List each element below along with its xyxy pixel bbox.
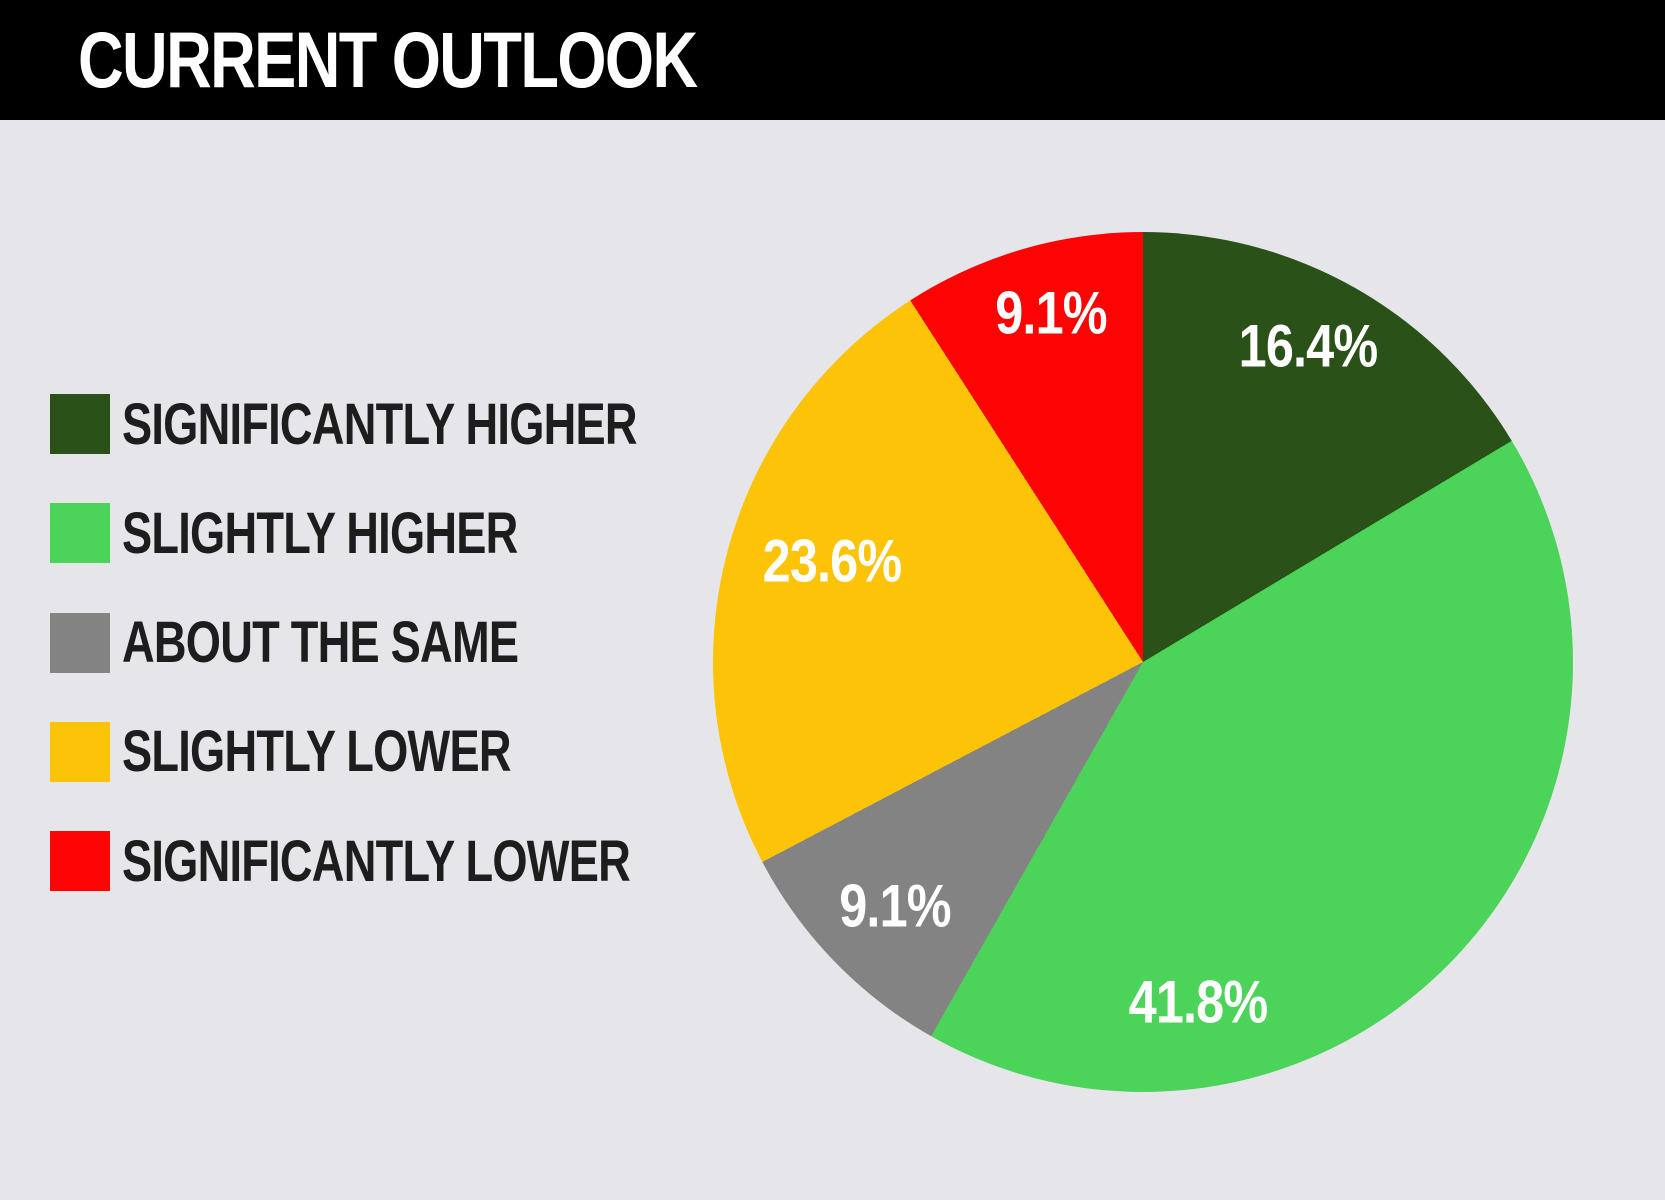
- pie-circle: [713, 232, 1573, 1092]
- legend-label: SIGNIFICANTLY HIGHER: [122, 391, 638, 457]
- slice-value-label: 9.1%: [995, 279, 1108, 347]
- slice-value-label: 16.4%: [1238, 312, 1379, 380]
- slice-value-label: 23.6%: [762, 527, 903, 595]
- page-title: CURRENT OUTLOOK: [78, 15, 698, 104]
- legend-item: SIGNIFICANTLY HIGHER: [50, 392, 782, 457]
- legend-swatch-icon: [50, 394, 110, 454]
- slice-value-label: 41.8%: [1128, 968, 1269, 1036]
- legend-label: SIGNIFICANTLY LOWER: [122, 828, 631, 894]
- legend-item: SLIGHTLY LOWER: [50, 719, 782, 784]
- legend-item: SIGNIFICANTLY LOWER: [50, 829, 782, 894]
- legend-swatch-icon: [50, 503, 110, 564]
- legend-label: SLIGHTLY LOWER: [122, 719, 512, 785]
- pie-chart: 16.4% 41.8% 9.1% 23.6% 9.1%: [713, 232, 1573, 1092]
- legend-item: SLIGHTLY HIGHER: [50, 501, 782, 566]
- legend-swatch-icon: [50, 612, 110, 673]
- legend-label: ABOUT THE SAME: [122, 610, 519, 676]
- legend-item: ABOUT THE SAME: [50, 610, 782, 675]
- slice-value-label: 9.1%: [838, 872, 951, 940]
- legend-label: SLIGHTLY HIGHER: [122, 500, 518, 566]
- title-bar: CURRENT OUTLOOK: [0, 0, 1665, 120]
- legend: SIGNIFICANTLY HIGHER SLIGHTLY HIGHER ABOUT…: [50, 392, 782, 894]
- legend-swatch-icon: [50, 831, 110, 892]
- legend-swatch-icon: [50, 721, 110, 782]
